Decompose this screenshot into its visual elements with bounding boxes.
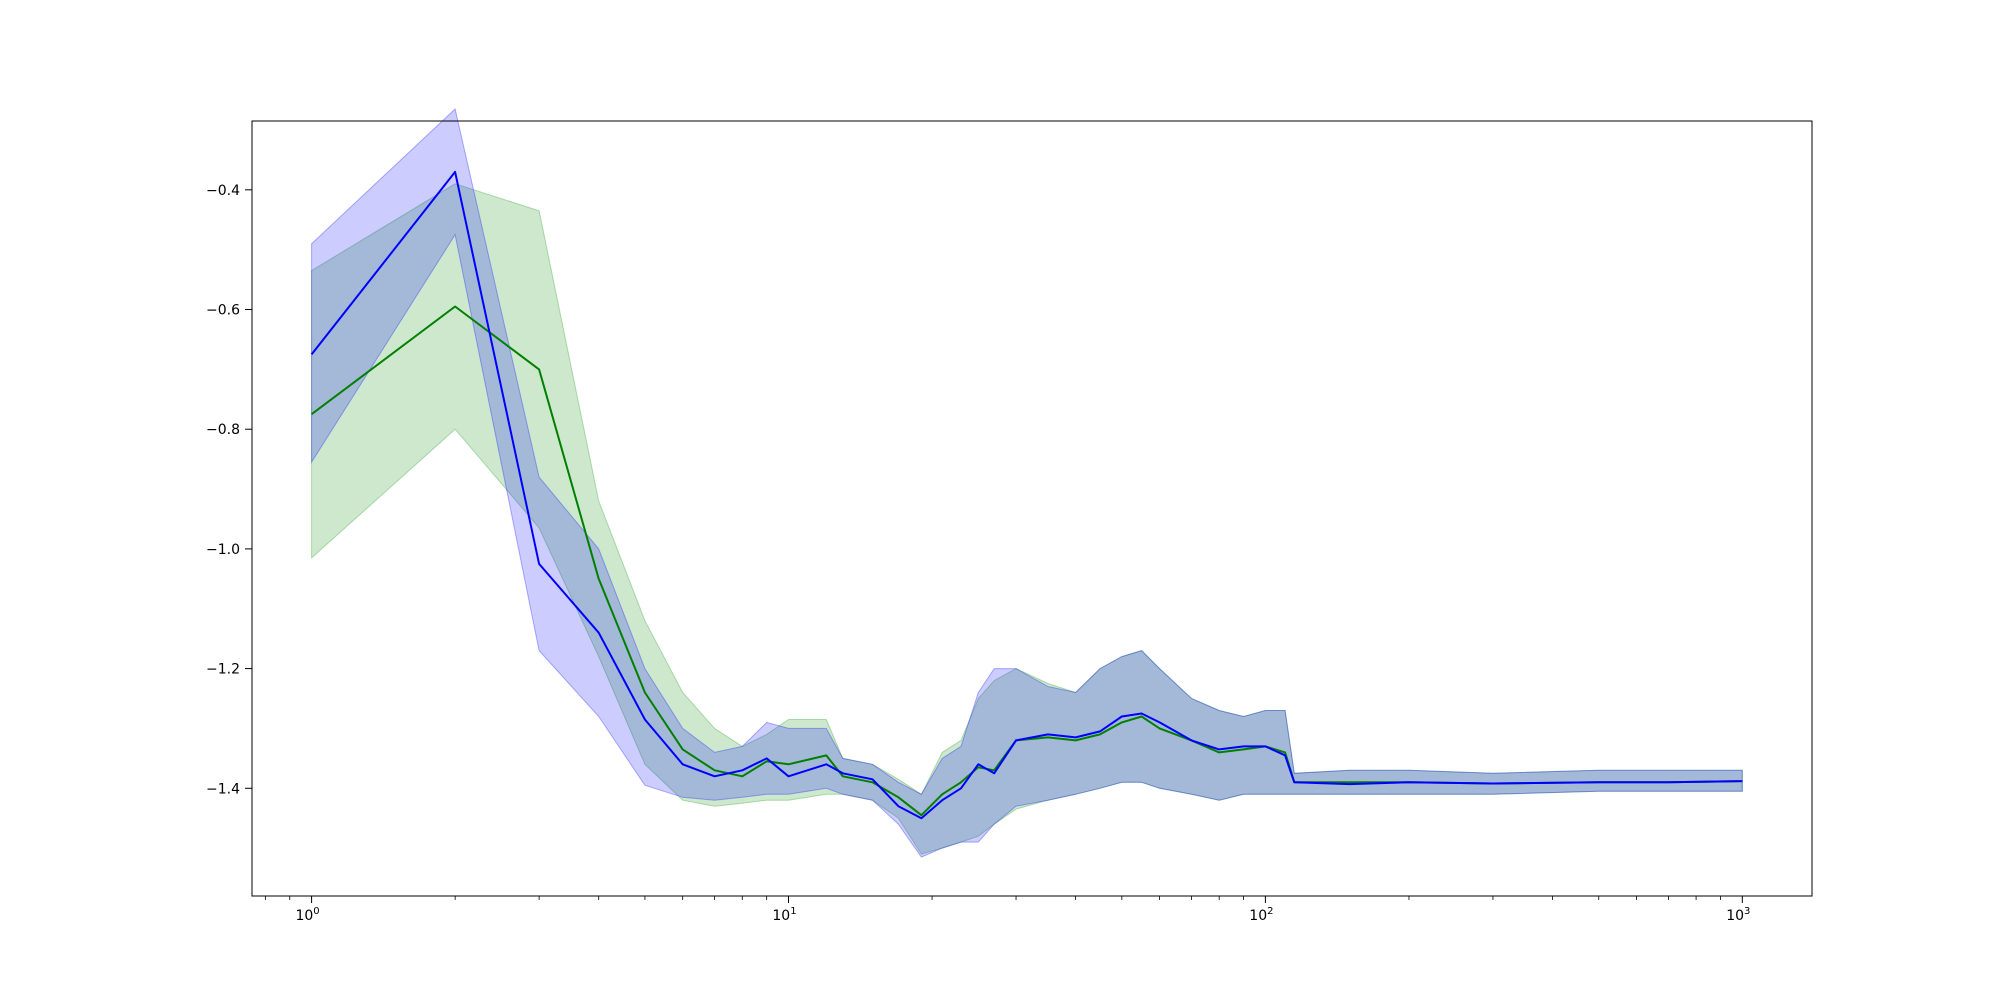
y-tick-label-2: −0.8 bbox=[206, 422, 240, 438]
y-tick-label-5: −1.4 bbox=[206, 781, 240, 797]
axes: 100 101 102 103 −0.4 −0.6 −0.8 −1.0 −1.2 −1.4 bbox=[206, 183, 1750, 924]
series-1-band bbox=[311, 183, 1743, 855]
y-tick-label-4: −1.2 bbox=[206, 662, 240, 678]
x-tick-label-1: 101 bbox=[772, 906, 796, 924]
plot-area bbox=[310, 108, 1743, 858]
x-tick-label-2: 102 bbox=[1249, 906, 1273, 924]
series-2-line bbox=[310, 170, 1743, 820]
y-tick-label-1: −0.6 bbox=[206, 303, 240, 319]
y-tick-label-0: −0.4 bbox=[206, 183, 240, 199]
x-tick-label-3: 103 bbox=[1726, 906, 1750, 924]
x-tick-label-0: 100 bbox=[295, 906, 319, 924]
y-tick-label-3: −1.0 bbox=[206, 542, 240, 558]
axes-frame bbox=[251, 120, 1813, 897]
